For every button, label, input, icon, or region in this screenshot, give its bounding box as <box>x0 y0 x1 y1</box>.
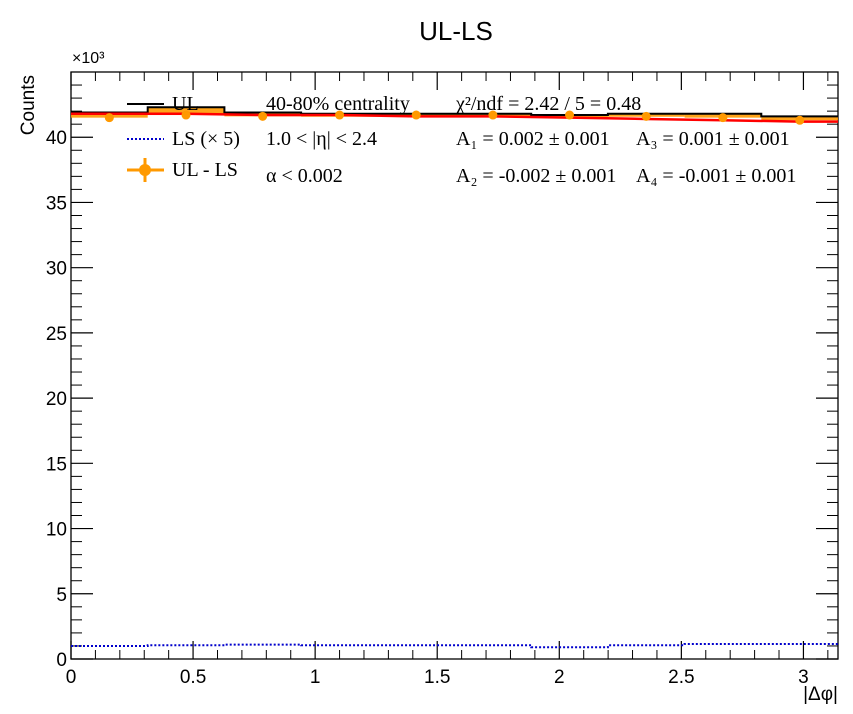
legend-entry-ul: UL <box>127 93 199 115</box>
ul-minus-ls-point <box>104 113 114 123</box>
y-tick-label: 10 <box>46 520 67 541</box>
plot-frame <box>70 71 839 660</box>
ul-minus-ls-point <box>565 110 575 120</box>
y-tick-label: 35 <box>46 193 67 214</box>
y-axis-label: Counts <box>18 75 39 135</box>
x-tick-label: 0.5 <box>180 667 206 688</box>
y-tick-label: 15 <box>46 454 67 475</box>
a4-label: A₄ = -0.001 ± 0.001 <box>636 165 796 187</box>
legend-label-ls: LS (× 5) <box>172 128 240 150</box>
alpha-cut-label: α < 0.002 <box>266 165 343 187</box>
ul-minus-ls-point <box>258 111 268 121</box>
x-axis-label: |Δφ| <box>803 684 838 705</box>
chi2-label: χ²/ndf = 2.42 / 5 = 0.48 <box>455 93 641 115</box>
chart-title: UL-LS <box>419 16 493 46</box>
legend-label-ul-minus-ls: UL - LS <box>172 159 238 181</box>
ul-minus-ls-point <box>795 115 805 125</box>
x-tick-label: 2 <box>554 667 565 688</box>
x-tick-label: 1.5 <box>424 667 450 688</box>
y-axis-multiplier: ×10³ <box>72 50 105 67</box>
annotations: 40-80% centrality 1.0 < |η| < 2.4 α < 0.… <box>266 93 796 187</box>
legend: UL LS (× 5) UL - LS <box>127 93 240 182</box>
ul-minus-ls-point <box>181 110 191 120</box>
y-tick-label: 5 <box>56 585 67 606</box>
series-layer <box>71 106 838 649</box>
y-tick-label: 30 <box>46 259 67 280</box>
x-tick-label: 2.5 <box>668 667 694 688</box>
y-tick-label: 40 <box>46 128 67 149</box>
x-tick-label: 0 <box>66 667 77 688</box>
eta-cut-label: 1.0 < |η| < 2.4 <box>266 128 377 150</box>
y-tick-label: 20 <box>46 389 67 410</box>
series-ls-step <box>71 642 838 649</box>
axis-ticks <box>70 72 838 660</box>
centrality-label: 40-80% centrality <box>266 93 410 115</box>
ul-minus-ls-point <box>411 110 421 120</box>
legend-swatch-ul-minus-ls-marker <box>139 164 151 176</box>
series-fit-curve <box>71 112 838 123</box>
ul-minus-ls-point <box>488 110 498 120</box>
a3-label: A₃ = 0.001 ± 0.001 <box>636 128 790 150</box>
ul-minus-ls-point <box>335 110 345 120</box>
y-tick-label: 0 <box>56 650 67 671</box>
ul-minus-ls-point <box>641 111 651 121</box>
series-ul-step <box>71 106 838 118</box>
legend-entry-ul-minus-ls: UL - LS <box>127 158 238 182</box>
y-tick-label: 25 <box>46 324 67 345</box>
ul-minus-ls-point <box>718 113 728 123</box>
x-tick-label: 1 <box>310 667 321 688</box>
x-tick-label: 3 <box>798 667 809 688</box>
a1-label: A₁ = 0.002 ± 0.001 <box>456 128 610 150</box>
legend-entry-ls: LS (× 5) <box>127 128 240 150</box>
a2-label: A₂ = -0.002 ± 0.001 <box>456 165 616 187</box>
legend-label-ul: UL <box>172 93 199 115</box>
